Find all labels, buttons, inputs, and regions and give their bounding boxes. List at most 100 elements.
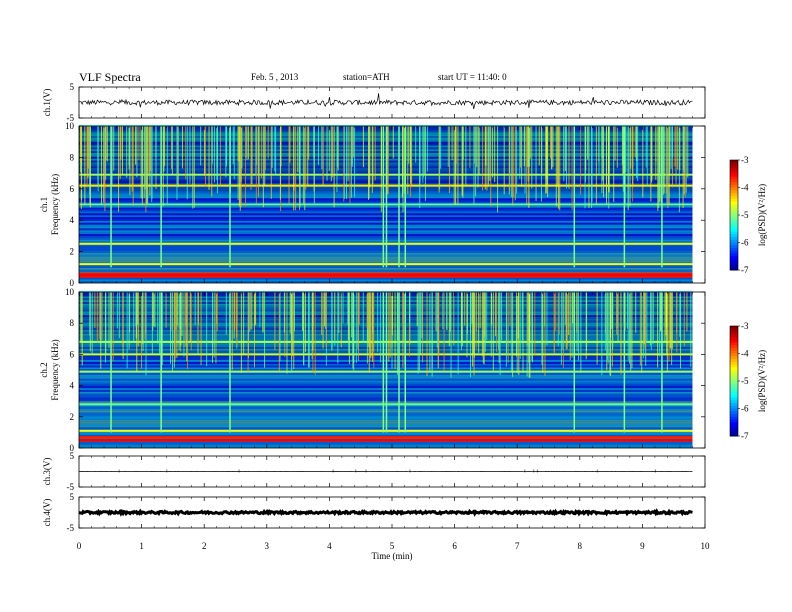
ch1-spectrogram-streak	[86, 126, 88, 168]
ch1-spectrogram-streak	[662, 126, 664, 195]
ch1-spectrogram-streak	[559, 126, 561, 211]
x-tick-label: 6	[452, 541, 457, 551]
ch2-spectrogram-streak	[611, 292, 613, 329]
ch1-spectrogram-streak	[317, 126, 319, 165]
ch2-spectrogram-streak	[646, 292, 648, 343]
ch1-spectrogram-streak	[642, 126, 644, 198]
ch2-spectrogram-streak	[495, 292, 497, 328]
ch2-spectrogram-streak	[475, 292, 477, 350]
ch1-spectrogram-ytick-label: 6	[70, 184, 75, 194]
ch2-spectrogram-colorbar-cell	[730, 342, 738, 346]
ch2-spectrogram-streak	[528, 292, 530, 342]
ch2-spectrogram-colorbar-cell	[730, 400, 738, 404]
ch2-spectrogram-streak	[416, 292, 418, 327]
ch1-spectrogram-colorbar-tick-label: -7	[741, 265, 749, 275]
ch2-spectrogram-colorbar-cell	[730, 345, 738, 349]
ch1-spectrogram-streak	[185, 126, 187, 180]
ch2-spectrogram-ytick-label: 10	[65, 287, 75, 297]
ch2-spectrogram-streak	[200, 292, 202, 366]
ch2-spectrogram-colorbar-cell	[730, 359, 738, 363]
ch1-spectrogram-streak	[362, 126, 364, 168]
ch2-spectrogram-streak	[389, 292, 391, 358]
ch1-spectrogram-streak	[629, 126, 631, 206]
ch2-spectrogram-streak	[517, 292, 519, 339]
x-tick-label: 0	[77, 541, 82, 551]
ch1-spectrogram-colorbar-cell	[730, 176, 738, 180]
ch1-spectrogram-band	[79, 281, 693, 283]
ch2-spectrogram-streak	[464, 292, 466, 326]
ch2-spectrogram-band	[79, 433, 693, 435]
ch2-spectrogram-streak	[112, 292, 114, 362]
ch2-spectrogram-streak	[213, 292, 215, 358]
ch1-spectrogram-streak	[512, 126, 514, 206]
ch1-spectrogram-strong-band	[79, 275, 693, 278]
ch2-spectrogram-ytick-label: 6	[70, 349, 75, 359]
ch1-spectrogram-streak	[422, 126, 424, 184]
ch2-spectrogram-streak	[312, 292, 314, 331]
ch2-spectrogram-streak	[353, 292, 355, 373]
ch1-spectrogram-colorbar-cell	[730, 234, 738, 238]
ch1-spectrogram-colorbar-cell	[730, 204, 738, 208]
ch2-spectrogram-streak	[247, 292, 249, 372]
ch1-spectrogram-burst	[382, 126, 385, 268]
ch2-spectrogram-colorbar-cell	[730, 389, 738, 393]
ch2-spectrogram-streak	[607, 292, 609, 364]
ch1-spectrogram-streak	[204, 126, 206, 176]
ch1-spectrogram-streak	[141, 126, 143, 206]
ch1-spectrogram-colorbar-cell	[730, 259, 738, 263]
ch2-spectrogram-streak	[641, 292, 643, 373]
ch2-spectrogram-streak	[660, 292, 662, 332]
ch1-spectrogram-colorbar-tick-label: -5	[741, 210, 749, 220]
ch1-spectrogram-streak	[461, 126, 463, 196]
ch1-spectrogram-colorbar-cell	[730, 171, 738, 175]
ch2-spectrogram-streak	[368, 292, 370, 348]
ch1-spectrogram-streak	[126, 126, 128, 178]
ch2-spectrogram-burst	[398, 292, 400, 433]
ch1-spectrogram-streak	[535, 126, 537, 201]
ch1-spectrogram-streak	[426, 126, 428, 172]
ch1-spectrogram-colorbar-cell	[730, 253, 738, 257]
ch1-waveform-ytick-label: 5	[70, 82, 75, 92]
ch3-waveform-ytick-label: 5	[70, 451, 75, 461]
ch1-spectrogram-streak	[151, 126, 153, 199]
ch2-spectrogram-streak	[262, 292, 264, 333]
ch1-spectrogram-streak	[528, 126, 530, 208]
ch1-spectrogram-burst	[661, 126, 663, 268]
ch2-spectrogram-streak	[101, 292, 103, 341]
ch2-spectrogram-streak	[145, 292, 147, 376]
ch2-spectrogram-streak	[527, 292, 529, 346]
ch2-spectrogram-streak	[342, 292, 344, 324]
ch2-spectrogram-streak	[347, 292, 349, 340]
ch1-spectrogram-streak	[636, 126, 638, 161]
ch1-spectrogram-streak	[632, 126, 634, 187]
ch1-spectrogram-streak	[489, 126, 491, 158]
ch2-spectrogram-colorbar-cell	[730, 430, 738, 434]
ch1-spectrogram-colorbar-cell	[730, 162, 738, 166]
ch1-spectrogram-colorbar-cell	[730, 193, 738, 197]
ch2-spectrogram-streak	[515, 292, 517, 357]
ch2-spectrogram-streak	[553, 292, 555, 352]
ch1-spectrogram-colorbar-cell	[730, 173, 738, 177]
ch1-spectrogram-colorbar-cell	[730, 223, 738, 227]
ch2-spectrogram-streak	[264, 292, 266, 368]
ch1-spectrogram-streak	[665, 126, 667, 194]
ch1-spectrogram-streak	[674, 126, 676, 167]
ch1-spectrogram-streak	[275, 126, 277, 175]
ch1-spectrogram-streak	[246, 126, 248, 160]
ch2-spectrogram-colorbar-cell	[730, 433, 738, 437]
ch2-spectrogram-streak	[534, 292, 536, 356]
ch1-spectrogram-streak	[687, 126, 689, 178]
ch2-spectrogram-lf-line	[79, 438, 693, 442]
ch2-spectrogram-burst	[382, 292, 385, 433]
ch2-spectrogram-streak	[516, 292, 518, 374]
ch1-spectrogram-streak	[497, 126, 499, 213]
ch2-spectrogram-streak	[402, 292, 404, 324]
ch1-spectrogram-streak	[408, 126, 410, 164]
ch1-spectrogram-streak	[659, 126, 661, 202]
ch2-spectrogram-streak	[194, 292, 196, 326]
ch1-spectrogram-streak	[347, 126, 349, 182]
ch2-spectrogram-burst	[404, 292, 407, 433]
ch1-spectrogram-ytick-label: 10	[65, 121, 75, 131]
ch1-spectrogram-colorbar: -3 -4 -5 -6 -7 log(PSD)(V²/Hz)	[729, 155, 767, 275]
ch2-spectrogram-streak	[666, 292, 668, 354]
